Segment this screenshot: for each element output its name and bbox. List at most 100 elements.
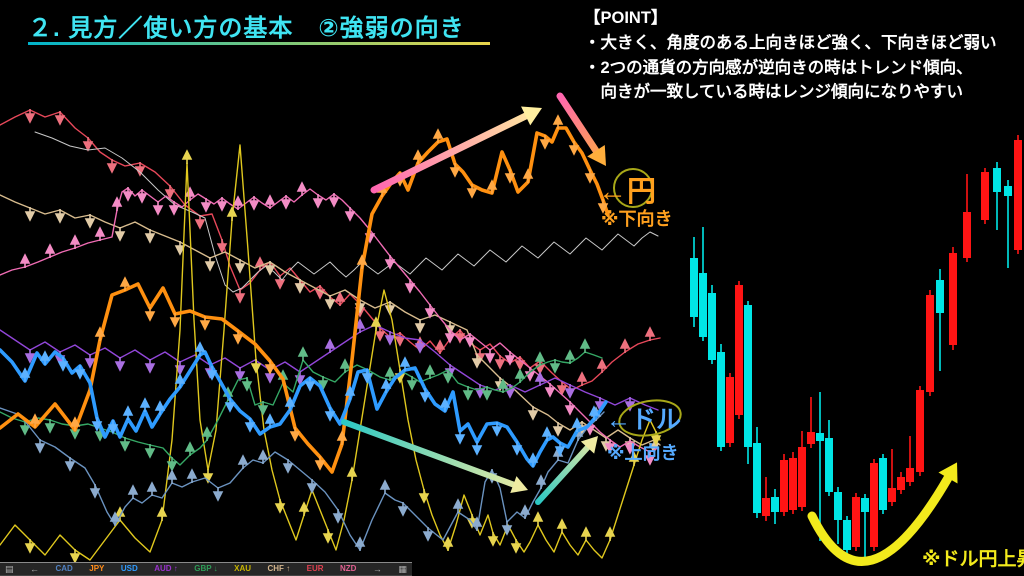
down-arrow-marker	[24, 109, 36, 124]
down-arrow-marker	[54, 111, 66, 126]
down-arrow-marker	[250, 359, 262, 374]
down-arrow-marker	[552, 422, 564, 437]
scroll-right-icon[interactable]: →	[372, 563, 382, 574]
down-arrow-marker	[69, 549, 81, 564]
rise-swoosh-arrowhead	[938, 462, 958, 484]
candle-body	[825, 438, 833, 492]
yen-label: ←円	[598, 176, 657, 208]
down-arrow-marker	[314, 456, 326, 471]
candle-body	[843, 520, 851, 550]
scroll-left-icon[interactable]: ←	[29, 563, 39, 574]
up-arrow-marker	[619, 338, 631, 353]
chart-icon[interactable]: ▤	[5, 563, 14, 574]
up-arrow-marker	[194, 341, 206, 356]
toolbar-currency-USD[interactable]: USD	[120, 564, 138, 573]
up-arrow-marker	[111, 196, 123, 211]
toolbar-currency-CHF[interactable]: CHF ↑	[267, 564, 291, 573]
point-line: ・2つの通貨の方向感が逆向きの時はトレンド傾向、	[584, 58, 973, 77]
up-arrow-marker	[519, 504, 531, 519]
down-arrow-marker	[491, 422, 503, 437]
up-arrow-marker	[339, 358, 351, 373]
dollar-ellipse	[618, 399, 682, 437]
down-arrow-marker	[466, 184, 478, 199]
down-arrow-marker	[462, 386, 474, 401]
up-arrow-marker	[324, 338, 336, 353]
down-arrow-marker	[384, 331, 396, 346]
up-arrow-marker	[127, 484, 139, 499]
up-arrow-marker	[184, 186, 196, 201]
down-arrow-marker	[324, 407, 336, 422]
candle-body	[936, 280, 944, 313]
down-arrow-marker	[119, 437, 131, 452]
candle-body	[744, 305, 752, 447]
up-arrow-marker	[122, 405, 134, 420]
candle-body	[798, 447, 806, 507]
up-arrow-marker	[644, 326, 656, 341]
down-arrow-marker	[384, 255, 396, 270]
down-arrow-marker	[234, 289, 246, 304]
up-arrow-marker	[604, 526, 616, 541]
down-arrow-marker	[248, 196, 260, 211]
toolbar-currency-JPY[interactable]: JPY	[89, 564, 105, 573]
annotation-arrowhead-yen-downturn	[587, 145, 606, 166]
up-arrow-marker	[19, 253, 31, 268]
candle-body	[981, 172, 989, 220]
down-arrow-marker	[524, 367, 536, 382]
candle-body	[879, 458, 887, 510]
toolbar-currency-CAD[interactable]: CAD	[55, 564, 73, 573]
down-arrow-marker	[554, 442, 566, 457]
up-arrow-marker	[534, 351, 546, 366]
candle-body	[949, 253, 957, 345]
down-arrow-marker	[289, 427, 301, 442]
up-arrow-marker	[486, 179, 498, 194]
point-heading: 【POINT】	[584, 9, 668, 27]
strength-chart	[0, 109, 662, 564]
grid-icon[interactable]: ▦	[398, 563, 407, 574]
down-arrow-marker	[424, 304, 436, 319]
annotation-arrowhead-usd-downtrend	[510, 476, 528, 494]
down-arrow-marker	[106, 159, 118, 174]
toolbar-currency-AUD[interactable]: AUD ↑	[154, 564, 178, 573]
up-arrow-marker	[379, 479, 391, 494]
toolbar-currency-GBP[interactable]: GBP ↓	[194, 564, 218, 573]
down-arrow-marker	[397, 502, 409, 517]
down-arrow-marker	[282, 459, 294, 474]
toolbar-currency-NZD[interactable]: NZD	[340, 564, 357, 573]
up-arrow-marker	[119, 276, 131, 291]
down-arrow-marker	[501, 521, 513, 536]
up-arrow-marker	[354, 318, 366, 333]
candle-body	[771, 497, 779, 512]
down-arrow-marker	[324, 295, 336, 310]
toolbar-currency-EUR[interactable]: EUR	[306, 564, 324, 573]
up-arrow-marker	[69, 416, 81, 431]
page-title: ２. 見方／使い方の基本 ②強弱の向き	[28, 15, 465, 42]
up-arrow-marker	[580, 526, 592, 541]
annotation-arrow-yen-uptrend	[370, 112, 530, 194]
up-arrow-marker	[334, 291, 346, 306]
up-arrow-marker	[354, 536, 366, 551]
series-CAD-line	[0, 407, 605, 551]
down-arrow-marker	[414, 319, 426, 334]
up-arrow-marker	[296, 181, 308, 196]
up-arrow-marker	[284, 396, 296, 411]
down-arrow-marker	[234, 367, 246, 382]
down-arrow-marker	[114, 357, 126, 372]
down-arrow-marker	[328, 193, 340, 208]
down-arrow-marker	[304, 377, 316, 392]
toolbar-currency-XAU[interactable]: XAU	[234, 564, 252, 573]
candle-body	[852, 497, 860, 547]
up-arrow-marker	[39, 350, 51, 365]
down-arrow-marker	[91, 417, 103, 432]
up-arrow-marker	[226, 206, 238, 221]
series-CHF-line	[0, 194, 661, 446]
down-arrow-marker	[107, 420, 119, 435]
down-arrow-marker	[514, 356, 526, 371]
candle-body	[726, 377, 734, 443]
candle-body	[888, 488, 896, 502]
candle-body	[690, 258, 698, 317]
down-arrow-marker	[384, 301, 396, 316]
up-arrow-marker	[139, 397, 151, 412]
annotation-arrowhead-yen-uptrend	[521, 106, 542, 126]
